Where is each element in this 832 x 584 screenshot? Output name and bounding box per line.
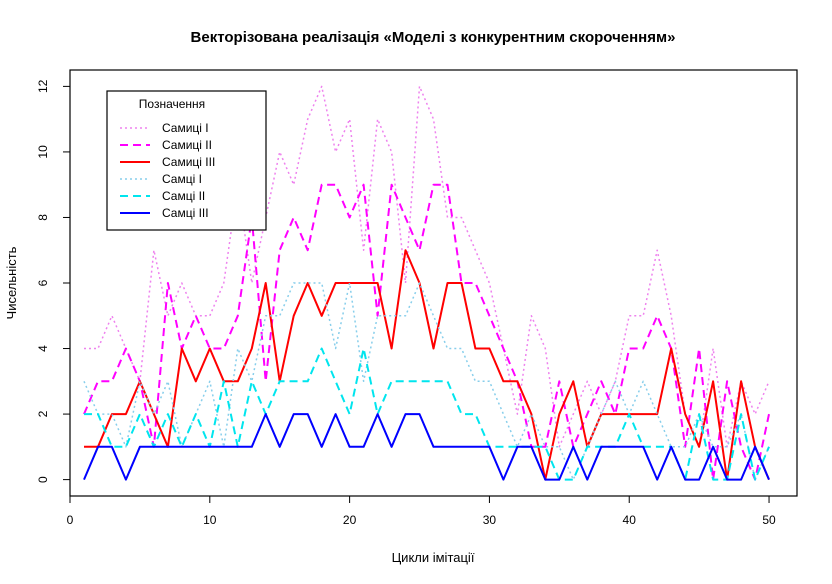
y-axis-label: Чисельність (4, 246, 19, 319)
y-axis: 0 2 4 6 8 10 12 (36, 79, 71, 483)
x-axis: 0 10 20 30 40 50 (67, 495, 776, 527)
legend-label: Самиці II (162, 138, 212, 152)
legend-label: Самці I (162, 172, 202, 186)
x-tick-label: 10 (203, 513, 217, 527)
y-tick-label: 6 (36, 279, 50, 286)
x-axis-label: Цикли імітації (392, 550, 475, 565)
legend-label: Самці II (162, 189, 205, 203)
legend-label: Самиці III (162, 155, 215, 169)
y-tick-label: 12 (36, 79, 50, 93)
y-tick-label: 4 (36, 345, 50, 352)
legend-label: Самці III (162, 206, 209, 220)
series-line-4 (83, 282, 770, 481)
x-tick-label: 50 (762, 513, 776, 527)
legend-items: Самиці I Самиці II Самиці III Самці I Самці … (120, 121, 215, 220)
y-tick-label: 8 (36, 214, 50, 221)
series-layer (83, 85, 770, 481)
legend-label: Самиці I (162, 121, 209, 135)
y-tick-label: 0 (36, 476, 50, 483)
x-tick-label: 20 (343, 513, 357, 527)
y-tick-label: 10 (36, 145, 50, 159)
chart-title: Векторізована реалізація «Моделі з конку… (191, 29, 676, 46)
legend-title: Позначення (139, 97, 205, 111)
series-line-5 (84, 347, 770, 481)
series-line-2 (83, 183, 770, 481)
y-tick-label: 2 (36, 410, 50, 417)
legend-box (106, 90, 267, 231)
x-tick-label: 30 (483, 513, 497, 527)
series-line-3 (84, 249, 770, 481)
x-tick-label: 0 (67, 513, 74, 527)
series-line-6 (83, 413, 770, 481)
x-tick-label: 40 (623, 513, 637, 527)
